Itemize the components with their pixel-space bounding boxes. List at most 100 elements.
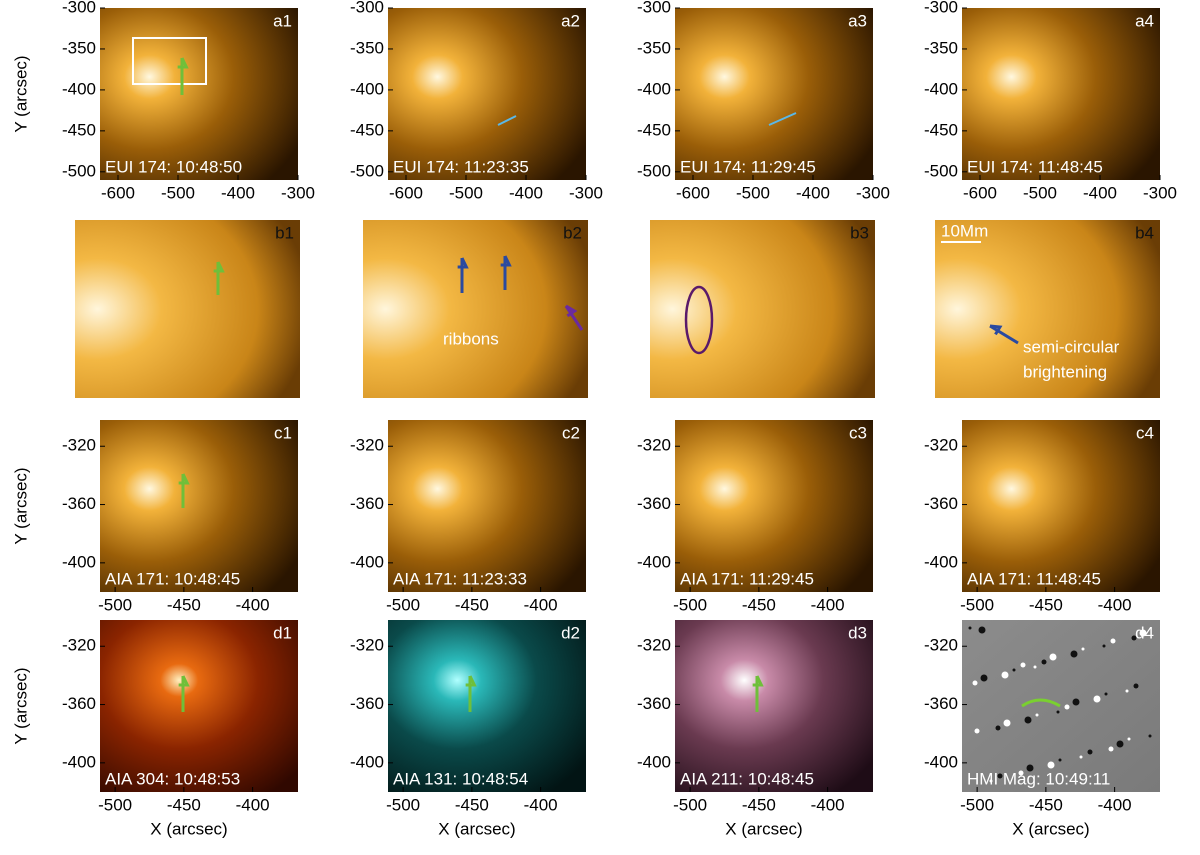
x-tick-label: -500 — [161, 183, 195, 202]
y-tick-label: -400 — [637, 552, 671, 571]
y-tick-label: -400 — [350, 552, 384, 571]
image-panel — [675, 8, 873, 180]
arrow — [564, 305, 584, 331]
magnetogram-speck — [1104, 692, 1108, 696]
y-tick-label: -400 — [924, 552, 958, 571]
x-tick-label: -500 — [960, 595, 994, 614]
width-marker — [768, 112, 797, 126]
magnetogram-speck — [1012, 668, 1016, 672]
x-tick-label: -600 — [963, 183, 997, 202]
image-panel — [363, 220, 588, 398]
y-tick-label: -320 — [62, 436, 96, 455]
y-tick-label: -450 — [924, 120, 958, 139]
y-tick-label: -320 — [350, 436, 384, 455]
image-panel — [100, 8, 298, 180]
x-tick-label: -300 — [1143, 183, 1177, 202]
magnetogram-speck — [1001, 671, 1009, 679]
x-tick-label: -450 — [455, 595, 489, 614]
magnetogram-speck — [980, 674, 988, 682]
magnetogram-speck — [989, 779, 993, 783]
magnetogram-speck — [1081, 647, 1085, 651]
y-tick-label: -350 — [924, 38, 958, 57]
y-tick-label: -320 — [924, 436, 958, 455]
magnetogram-speck — [1131, 635, 1137, 641]
x-axis-label: X (arcsec) — [438, 819, 515, 838]
magnetogram-speck — [1041, 659, 1047, 665]
arrow-head — [178, 675, 190, 687]
panel-label: c3 — [849, 423, 867, 442]
y-tick-label: -360 — [637, 494, 671, 513]
y-axis-label: Y (arcsec) — [11, 55, 30, 132]
x-tick-label: -500 — [960, 795, 994, 814]
panel-label: a3 — [848, 11, 867, 30]
magnetogram-speck — [1110, 638, 1116, 644]
y-tick-label: -400 — [924, 752, 958, 771]
arrow — [989, 324, 1019, 345]
x-tick-label: -500 — [98, 795, 132, 814]
x-tick-label: -450 — [742, 595, 776, 614]
y-tick-label: -300 — [924, 0, 958, 16]
annotation: brightening — [1023, 362, 1107, 381]
y-tick-label: -450 — [637, 120, 671, 139]
y-tick-label: -360 — [62, 494, 96, 513]
magnetogram-speck — [1003, 719, 1011, 727]
image-panel — [75, 220, 300, 398]
arrow-head — [565, 304, 578, 318]
panel-label: a2 — [561, 11, 580, 30]
panel-caption: EUI 174: 11:29:45 — [680, 157, 816, 176]
x-tick-label: -400 — [221, 183, 255, 202]
y-tick-label: -360 — [62, 694, 96, 713]
x-tick-label: -400 — [509, 183, 543, 202]
y-tick-label: -400 — [62, 79, 96, 98]
image-panel — [962, 620, 1160, 792]
x-tick-label: -450 — [1029, 795, 1063, 814]
y-tick-label: -300 — [637, 0, 671, 16]
x-tick-label: -300 — [281, 183, 315, 202]
magnetogram-speck — [978, 626, 986, 634]
y-tick-label: -350 — [637, 38, 671, 57]
panel-caption: AIA 171: 11:29:45 — [680, 569, 814, 588]
panel-caption: AIA 171: 11:48:45 — [967, 569, 1101, 588]
panel-caption: AIA 171: 10:48:45 — [105, 569, 240, 588]
panel-caption: EUI 174: 11:23:35 — [393, 157, 529, 176]
y-tick-label: -300 — [62, 0, 96, 16]
y-tick-label: -500 — [350, 161, 384, 180]
y-tick-label: -400 — [350, 752, 384, 771]
magnetogram-speck — [1070, 650, 1078, 658]
x-tick-label: -400 — [1098, 595, 1132, 614]
x-axis-label: X (arcsec) — [1012, 819, 1089, 838]
magnetogram-speck — [1102, 644, 1106, 648]
y-axis-label: Y (arcsec) — [11, 467, 30, 544]
y-tick-label: -500 — [62, 161, 96, 180]
panel-label: d3 — [848, 623, 867, 642]
magnetogram-speck — [1139, 629, 1147, 637]
y-tick-label: -320 — [637, 436, 671, 455]
magnetogram-speck — [1024, 716, 1032, 724]
panel-label: d4 — [1135, 623, 1154, 642]
x-axis-label: X (arcsec) — [725, 819, 802, 838]
magnetogram-speck — [1125, 689, 1129, 693]
image-panel — [388, 8, 586, 180]
y-tick-label: -450 — [350, 120, 384, 139]
magnetogram-speck — [972, 680, 978, 686]
y-tick-label: -400 — [924, 79, 958, 98]
magnetogram-speck — [1133, 683, 1139, 689]
image-panel — [962, 8, 1160, 180]
y-tick-label: -400 — [62, 552, 96, 571]
width-marker — [497, 115, 517, 126]
neutral-line — [1021, 698, 1061, 708]
y-tick-label: -500 — [637, 161, 671, 180]
panel-label: a1 — [273, 11, 292, 30]
x-tick-label: -300 — [856, 183, 890, 202]
panel-caption: AIA 131: 10:48:54 — [393, 769, 528, 788]
y-axis-label: Y (arcsec) — [11, 667, 30, 744]
x-tick-label: -500 — [673, 795, 707, 814]
magnetogram-speck — [1093, 695, 1101, 703]
panel-caption: EUI 174: 11:48:45 — [967, 157, 1103, 176]
image-panel — [650, 220, 875, 398]
magnetogram-speck — [974, 728, 980, 734]
panel-label: b4 — [1135, 223, 1154, 242]
y-tick-label: -300 — [350, 0, 384, 16]
y-tick-label: -360 — [350, 694, 384, 713]
panel-caption: AIA 171: 11:23:33 — [393, 569, 527, 588]
